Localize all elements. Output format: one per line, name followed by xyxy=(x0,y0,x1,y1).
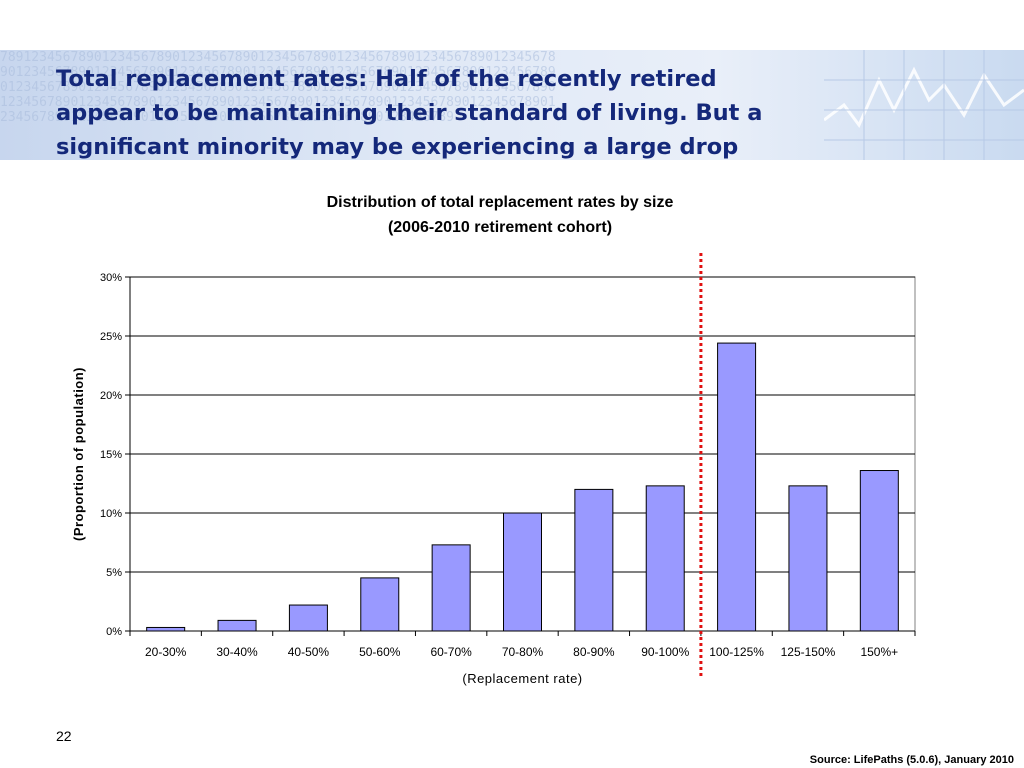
bar xyxy=(717,342,757,632)
chart-subtitle: (2006-2010 retirement cohort) xyxy=(387,219,613,236)
bar xyxy=(288,604,328,632)
title-banner: 7891234567890123456789012345678901234567… xyxy=(0,50,1024,160)
bar xyxy=(146,626,186,632)
bar xyxy=(574,488,614,632)
bar xyxy=(788,485,828,632)
banner-wave-graphic xyxy=(824,50,1024,160)
slide-title: Total replacement rates: Half of the rec… xyxy=(56,66,763,160)
y-tick-label: 20% xyxy=(100,390,122,402)
x-tick-label: 80-90% xyxy=(573,645,615,659)
bar xyxy=(503,512,542,632)
y-tick-label: 25% xyxy=(100,331,122,343)
chart-title: Distribution of total replacement rates … xyxy=(326,194,674,211)
page-number: 22 xyxy=(56,728,72,744)
bar xyxy=(645,485,685,632)
bar xyxy=(431,544,471,632)
x-tick-label: 30-40% xyxy=(216,645,258,659)
bar xyxy=(360,577,400,632)
bar xyxy=(217,619,257,632)
x-tick-label: 40-50% xyxy=(288,645,330,659)
y-tick-label: 10% xyxy=(100,508,122,520)
x-tick-label: 60-70% xyxy=(430,645,472,659)
chart-title-block: Distribution of total replacement rates … xyxy=(200,190,800,240)
y-tick-label: 0% xyxy=(106,626,122,638)
x-tick-label: 20-30% xyxy=(145,645,187,659)
banner-digit-texture: 7891234567890123456789012345678901234567… xyxy=(0,50,556,125)
source-note: Source: LifePaths (5.0.6), January 2010 xyxy=(809,754,1014,766)
y-tick-label: 30% xyxy=(100,272,122,284)
x-axis-label: (Replacement rate) xyxy=(462,671,582,686)
x-tick-label: 90-100% xyxy=(641,645,689,659)
bar xyxy=(859,470,899,632)
y-tick-label: 5% xyxy=(106,567,122,579)
x-tick-label: 70-80% xyxy=(502,645,544,659)
x-tick-label: 150%+ xyxy=(860,645,898,659)
y-axis-label: (Proportion of population) xyxy=(71,367,86,541)
y-tick-label: 15% xyxy=(100,449,122,461)
x-tick-label: 50-60% xyxy=(359,645,401,659)
x-tick-label: 100-125% xyxy=(709,645,764,659)
x-tick-label: 125-150% xyxy=(781,645,836,659)
